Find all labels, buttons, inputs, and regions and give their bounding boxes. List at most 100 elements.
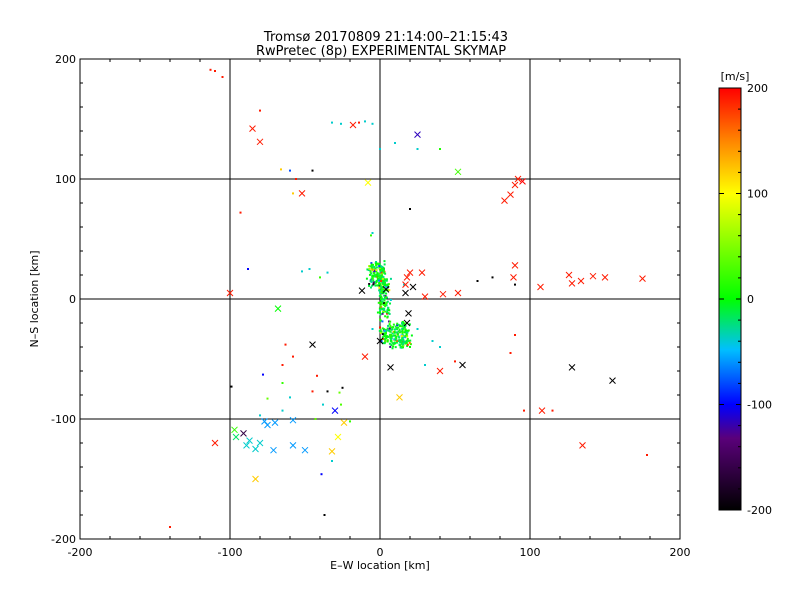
cross-stroke [298, 190, 306, 197]
y-tick-label: -100 [51, 413, 76, 426]
data-point [431, 340, 434, 342]
cross-stroke [256, 138, 264, 146]
data-point [404, 342, 407, 345]
data-point [386, 309, 389, 312]
data-point [378, 307, 381, 310]
cross-stroke [406, 269, 414, 276]
data-point [374, 269, 377, 272]
y-axis-label: N–S location [km] [28, 250, 41, 347]
data-point [378, 275, 381, 278]
data-point [382, 267, 385, 270]
cross-stroke [358, 287, 366, 294]
data-point [381, 333, 384, 336]
cross-stroke [349, 121, 357, 129]
data-point-cross [334, 433, 342, 441]
data-point [397, 323, 400, 326]
data-point [380, 286, 383, 289]
data-point [311, 390, 314, 393]
data-point [381, 337, 384, 340]
data-point [295, 178, 297, 180]
data-point [398, 340, 401, 343]
data-point [375, 269, 378, 272]
cross-stroke [301, 446, 309, 454]
data-point [375, 260, 378, 263]
data-point [394, 339, 397, 342]
data-point-cross [459, 361, 466, 369]
data-point [368, 284, 371, 287]
data-point [397, 339, 400, 342]
data-point-cross [501, 197, 508, 204]
data-point [379, 311, 382, 314]
data-point [416, 328, 419, 330]
data-point [384, 330, 387, 333]
data-point [382, 289, 385, 292]
data-point-cross [601, 274, 609, 281]
data-marks [169, 68, 648, 528]
data-point [319, 276, 321, 279]
data-point-cross [232, 433, 240, 441]
data-point [326, 271, 329, 274]
data-point [439, 346, 441, 348]
data-point [390, 339, 393, 342]
data-point [398, 324, 401, 327]
data-point [379, 277, 382, 280]
cross-stroke [387, 364, 394, 371]
data-point [370, 272, 373, 275]
data-point [393, 341, 396, 344]
data-point [316, 374, 318, 377]
cross-stroke [289, 442, 297, 449]
cross-stroke [568, 280, 576, 287]
data-point [387, 309, 390, 312]
colorbar-tick-label: 100 [747, 188, 768, 201]
data-point [247, 268, 249, 270]
data-point [396, 326, 399, 329]
data-point [371, 265, 374, 268]
data-point [384, 338, 387, 341]
data-point [380, 340, 383, 343]
cross-stroke [331, 407, 339, 414]
data-point [383, 309, 386, 312]
data-point [382, 311, 385, 314]
data-point [382, 298, 385, 301]
data-point-cross [414, 131, 421, 138]
data-point [368, 265, 371, 268]
data-point [383, 263, 386, 266]
data-point [386, 311, 389, 314]
data-point [403, 331, 406, 334]
data-point [405, 333, 408, 336]
cross-stroke [274, 305, 282, 312]
cross-stroke [264, 421, 271, 429]
data-point [391, 332, 394, 335]
data-point [405, 329, 408, 332]
cross-stroke [246, 437, 253, 444]
data-point [372, 281, 375, 284]
data-point [380, 302, 383, 305]
data-point-cross [405, 310, 412, 317]
data-point [383, 270, 386, 273]
data-point [397, 335, 400, 338]
data-point [382, 302, 385, 305]
data-point [221, 76, 224, 78]
cross-stroke [211, 439, 219, 447]
data-point [384, 340, 387, 343]
data-point-cross [252, 475, 259, 483]
cross-stroke [361, 353, 369, 360]
data-point [439, 148, 441, 150]
data-point [378, 282, 381, 285]
data-point [371, 284, 374, 287]
data-point [392, 330, 395, 333]
data-point [214, 70, 216, 72]
data-point [394, 325, 397, 328]
data-point [331, 121, 333, 124]
data-point [301, 270, 303, 273]
data-point [376, 284, 379, 287]
data-point [384, 304, 387, 307]
x-axis-label: E–W location [km] [330, 559, 430, 572]
cross-stroke [579, 442, 586, 449]
data-point [394, 328, 397, 331]
data-point [400, 345, 403, 348]
data-point-cross [436, 367, 444, 375]
data-point [379, 292, 382, 295]
cross-stroke [459, 361, 466, 369]
cross-stroke [403, 319, 411, 327]
